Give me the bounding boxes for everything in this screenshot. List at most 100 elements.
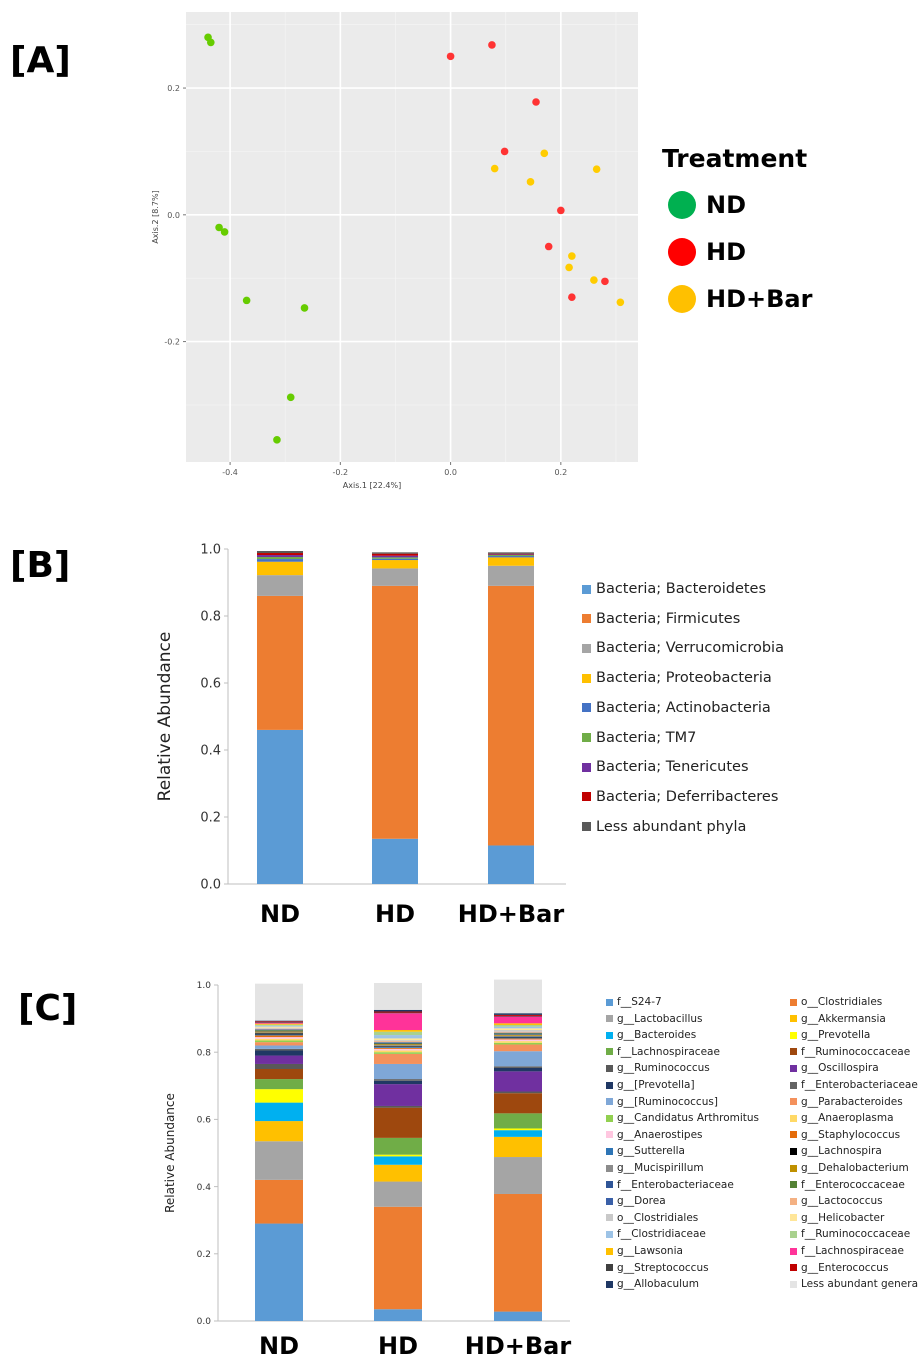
bar-segment-less-abundant-phyla (257, 551, 303, 554)
bar-segment-bacteria-tm7 (488, 555, 534, 557)
legend-swatch (790, 1214, 797, 1222)
bar-segment-g-mucispirillum (255, 1032, 303, 1034)
legend-swatch (606, 1264, 613, 1272)
bar-segment-g-lawsonia (374, 1030, 422, 1032)
bar-segment-bacteria-tm7 (372, 557, 418, 559)
legend-swatch (790, 1280, 797, 1288)
legend-label: f__Enterobacteriaceae (617, 1178, 734, 1191)
bar-segment-bacteria-firmicutes (372, 585, 418, 839)
bar-segment-g-anaeroplasma (255, 1038, 303, 1041)
legend-swatch (582, 643, 591, 653)
point-hd (601, 277, 609, 286)
legend-label: f__Lachnospiraceae (801, 1245, 904, 1257)
bar-segment-f-enterococcaceae (374, 1042, 422, 1044)
bar-segment-less-abundant-genera (255, 983, 303, 1021)
legend-swatch (582, 822, 591, 832)
legend-swatch (790, 1147, 797, 1155)
bar-segment-bacteria-bacteroidetes (257, 729, 303, 884)
point-hd-bar (526, 178, 535, 186)
bar-segment-g-sutterella (494, 1037, 542, 1039)
bar-segment-g-staphylococcus (374, 1047, 422, 1049)
bar-segment-g-mucispirillum (494, 1035, 542, 1037)
legend-swatch (790, 1197, 797, 1205)
bar-segment-g-lactobacillus (494, 1157, 542, 1194)
bar-segment-less-abundant-phyla (488, 552, 534, 554)
legend-item-hd: HD (668, 237, 746, 267)
bar-segment-bacteria-tenericutes (372, 555, 418, 558)
legend-item-f-enterobacteriaceae: f__Enterobacteriaceae (790, 1077, 918, 1093)
legend-item-f-enterobacteriaceae: f__Enterobacteriaceae (606, 1177, 734, 1193)
bar-segment-bacteria-actinobacteria (257, 559, 303, 562)
bar-segment-o-clostridiales (494, 1193, 542, 1312)
bar-segment-g-lawsonia (494, 1023, 542, 1025)
y-tick-label: 0.2 (200, 811, 221, 826)
x-category-label: ND (260, 900, 300, 928)
legend-swatch (582, 762, 591, 772)
bar-segment-f-lachnospiraceae (494, 1113, 542, 1129)
bar-segment-g-streptococcus (494, 1015, 542, 1017)
bar-segment-f-enterobacteriaceae (255, 1030, 303, 1032)
bar-segment-g-prevotella (255, 1050, 303, 1056)
legend-item-bacteria-bacteroidetes: Bacteria; Bacteroidetes (582, 578, 766, 600)
x-category-label: HD+Bar (458, 900, 565, 928)
legend-swatch (606, 1048, 613, 1056)
bar-segment-g-lachnospira (374, 1046, 422, 1047)
bar-segment-bacteria-actinobacteria (372, 558, 418, 561)
panel-label-a: [A] (10, 40, 71, 81)
legend-label: f__S24-7 (617, 996, 662, 1008)
bar-segment-g-ruminococcus (494, 1091, 542, 1094)
y-tick-label: 0.8 (197, 1048, 212, 1058)
legend-label: Bacteria; TM7 (596, 729, 697, 746)
y-axis-label: Axis.2 [8.7%] (151, 190, 160, 243)
bar-segment-f-ruminococcaceae (255, 1024, 303, 1026)
legend-swatch (790, 1114, 797, 1122)
point-hd-bar (540, 149, 549, 158)
legend-item-g-prevotella: g__Prevotella (790, 1027, 870, 1043)
legend-item-g-oscillospira: g__Oscillospira (790, 1060, 879, 1076)
bar-segment-g-lachnospira (494, 1036, 542, 1038)
legend-swatch (606, 1197, 613, 1205)
legend-label: g__Oscillospira (801, 1062, 879, 1075)
legend-title: Treatment (662, 144, 808, 173)
legend-item-less-abundant-genera: Less abundant genera (790, 1276, 918, 1292)
panel-label-c: [C] (18, 988, 78, 1029)
point-nd (207, 38, 215, 47)
legend-item-g-candidatus-arthromitus: g__Candidatus Arthromitus (606, 1110, 759, 1126)
scatter-chart-panel-a: -0.4 -0.2 0.0 0.2 -0.2 0.0 0.2 Axis.1 [22.4%] Ax… (151, 12, 638, 490)
legend-label: g__Lactococcus (801, 1195, 883, 1208)
point-hd (500, 147, 509, 156)
bar-segment-less-abundant-genera (374, 982, 422, 1010)
bar-segment-g-prevotella (374, 1080, 422, 1085)
bar-segment-f-enterococcaceae (494, 1033, 542, 1035)
bar-segment-f-ruminococcaceae (374, 1031, 422, 1036)
bar-segment-g-dehalobacterium (374, 1044, 422, 1046)
bar-segment-g-candidatus-arthromitus (255, 1040, 303, 1043)
y-tick-label: 0.4 (197, 1183, 212, 1193)
bar-segment-g-lactobacillus (374, 1181, 422, 1207)
legend-label: g__Helicobacter (801, 1211, 885, 1224)
legend-dot-hd (668, 238, 696, 266)
legend-item-o-clostridiales: o__Clostridiales (790, 994, 882, 1010)
bar-segment-bacteria-tm7 (257, 557, 303, 560)
point-hd-bar (568, 252, 576, 260)
x-axis-label: Axis.1 [22.4%] (343, 481, 401, 490)
bar-segment-g-anaerostipes (374, 1048, 422, 1051)
legend-item-g-staphylococcus: g__Staphylococcus (790, 1127, 900, 1143)
bar-segment-g-ruminococcus (255, 1045, 303, 1049)
bar-segment-f-lachnospiraceae (374, 1137, 422, 1155)
legend-dot-hd-bar (668, 285, 696, 313)
legend-item-g-ruminococcus: g__[Ruminococcus] (606, 1094, 718, 1110)
bar-segment-f-enterobacteriaceae (494, 1066, 542, 1068)
bar-segment-o-clostridiales (374, 1040, 422, 1042)
legend-item-bacteria-proteobacteria: Bacteria; Proteobacteria (582, 667, 772, 689)
bar-segment-f-enterococcaceae (255, 1030, 303, 1031)
legend-item-bacteria-actinobacteria: Bacteria; Actinobacteria (582, 697, 771, 719)
legend-item-bacteria-tenericutes: Bacteria; Tenericutes (582, 756, 749, 778)
legend-swatch (606, 1164, 613, 1172)
bar-segment-f-enterobacteriaceae (374, 1079, 422, 1081)
legend-label: Bacteria; Deferribacteres (596, 788, 779, 805)
legend-item-g-allobaculum: g__Allobaculum (606, 1276, 699, 1292)
bar-segment-bacteria-proteobacteria (372, 560, 418, 569)
bar-segment-g-mucispirillum (374, 1045, 422, 1047)
bar-segment-g-staphylococcus (255, 1035, 303, 1038)
